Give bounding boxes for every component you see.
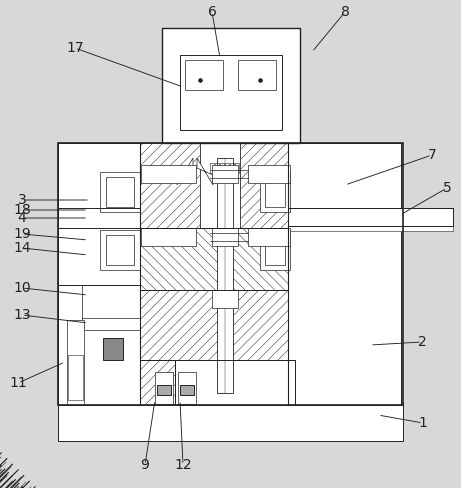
Text: 14: 14: [13, 241, 31, 255]
Bar: [180, 55, 282, 130]
Bar: [265, 177, 285, 207]
Bar: [82, 318, 140, 330]
Text: 11: 11: [9, 376, 27, 390]
Bar: [162, 28, 300, 143]
Bar: [58, 143, 140, 405]
Polygon shape: [140, 360, 175, 405]
Bar: [260, 172, 290, 212]
Bar: [238, 60, 276, 90]
Bar: [157, 385, 171, 395]
Bar: [230, 163, 234, 173]
Bar: [215, 163, 219, 173]
Text: 13: 13: [13, 308, 31, 322]
Bar: [58, 143, 403, 405]
Text: 6: 6: [207, 5, 216, 19]
Bar: [185, 60, 223, 90]
Bar: [212, 165, 238, 183]
Bar: [180, 385, 194, 395]
Bar: [212, 290, 238, 308]
Text: 3: 3: [18, 193, 26, 207]
Bar: [200, 143, 240, 228]
Bar: [288, 226, 453, 231]
Text: 10: 10: [13, 281, 31, 295]
Polygon shape: [140, 228, 288, 290]
Text: 7: 7: [428, 148, 437, 162]
Bar: [178, 372, 196, 404]
Text: 19: 19: [13, 227, 31, 241]
Bar: [235, 163, 239, 173]
Bar: [58, 285, 140, 405]
Bar: [248, 228, 290, 246]
Polygon shape: [197, 158, 213, 185]
Polygon shape: [288, 360, 295, 405]
Text: 4: 4: [18, 211, 26, 225]
Bar: [210, 163, 214, 173]
Text: 1: 1: [419, 416, 427, 430]
Bar: [265, 235, 285, 265]
Bar: [103, 338, 123, 360]
Bar: [288, 208, 453, 226]
Bar: [217, 158, 233, 393]
Bar: [100, 230, 140, 270]
Bar: [155, 372, 173, 404]
Bar: [162, 28, 300, 143]
Polygon shape: [140, 290, 288, 360]
Polygon shape: [140, 143, 200, 228]
Bar: [141, 228, 196, 246]
Bar: [225, 163, 229, 173]
Bar: [212, 228, 238, 246]
Bar: [288, 143, 401, 405]
Bar: [260, 230, 290, 270]
Bar: [67, 320, 84, 405]
Text: 5: 5: [443, 181, 451, 195]
Text: 18: 18: [13, 203, 31, 217]
Bar: [106, 177, 134, 207]
Bar: [68, 355, 83, 400]
Text: 12: 12: [174, 458, 192, 472]
Bar: [248, 165, 290, 183]
Bar: [58, 403, 403, 441]
Text: 2: 2: [418, 335, 426, 349]
Polygon shape: [177, 158, 193, 185]
Text: 17: 17: [66, 41, 84, 55]
Bar: [100, 172, 140, 212]
Bar: [175, 360, 295, 405]
Bar: [82, 285, 140, 320]
Bar: [106, 235, 134, 265]
Bar: [141, 165, 196, 183]
Text: 8: 8: [341, 5, 349, 19]
Text: 9: 9: [141, 458, 149, 472]
Bar: [220, 163, 224, 173]
Polygon shape: [240, 143, 288, 228]
